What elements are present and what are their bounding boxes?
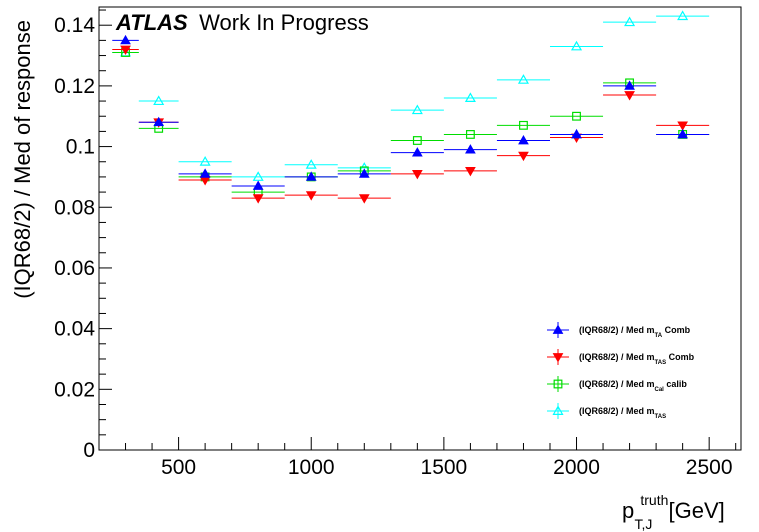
x-axis: 500 1000 1500 2000 2500 — [98, 437, 737, 479]
data-point — [677, 10, 689, 21]
data-point — [677, 128, 688, 139]
data-point — [252, 180, 264, 190]
legend-marker — [552, 353, 564, 363]
data-point — [411, 147, 423, 157]
data-point — [411, 104, 423, 115]
y-tick-label: 0.1 — [66, 136, 95, 159]
legend-label: (IQR68/2) / Med mTAS — [579, 406, 666, 420]
data-point — [305, 191, 317, 201]
y-tick-label: 0.02 — [54, 378, 95, 401]
x-axis-title-base: p — [622, 498, 634, 523]
atlas-label: ATLAS Work In Progress — [115, 10, 369, 35]
data-point — [465, 144, 476, 154]
y-axis-title: (IQR68/2) / Med of response — [10, 20, 35, 299]
data-point — [570, 40, 583, 51]
data-point — [358, 194, 370, 204]
y-axis: 0 0.02 0.04 0.06 0.08 0.1 0.12 0.14 — [54, 9, 112, 462]
legend-entry: (IQR68/2) / Med mCal calib — [547, 376, 687, 393]
data-point — [412, 136, 422, 145]
data-point — [153, 95, 165, 106]
data-point — [252, 194, 264, 204]
x-tick-label: 1000 — [288, 456, 335, 479]
data-point — [411, 170, 423, 180]
legend-marker — [552, 405, 564, 415]
data-point — [677, 121, 688, 131]
data-point — [624, 80, 635, 90]
atlas-label-bold: ATLAS — [115, 10, 188, 35]
data-point — [358, 168, 370, 178]
legend-marker — [553, 379, 563, 389]
data-point — [464, 92, 476, 103]
data-point — [624, 16, 636, 27]
x-tick-label: 2500 — [686, 456, 733, 479]
atlas-label-rest: Work In Progress — [199, 10, 369, 35]
data-point — [518, 134, 529, 145]
data-point — [624, 91, 635, 101]
legend-label: (IQR68/2) / Med mCal calib — [579, 379, 687, 393]
legend-marker — [552, 324, 564, 334]
x-axis-title-sub: T,J — [635, 516, 653, 532]
data-point — [517, 74, 529, 84]
data-point — [252, 171, 264, 181]
y-tick-label: 0.08 — [54, 196, 95, 219]
legend-entry: (IQR68/2) / Med mTAS Comb — [547, 349, 695, 366]
series-1 — [112, 45, 710, 204]
y-tick-label: 0.12 — [54, 75, 95, 98]
data-point — [465, 166, 476, 177]
data-point — [199, 156, 211, 166]
legend-entry: (IQR68/2) / Med mTA Comb — [547, 322, 691, 339]
data-point — [305, 159, 317, 169]
y-tick-label: 0 — [83, 439, 95, 462]
x-axis-title-unit: [GeV] — [669, 498, 725, 523]
plot-border — [98, 6, 742, 451]
data-point — [153, 116, 165, 127]
x-tick-label: 2000 — [553, 456, 600, 479]
legend-entry: (IQR68/2) / Med mTAS — [547, 403, 666, 420]
x-axis-title: p truth T,J [GeV] — [622, 485, 725, 532]
series-0 — [112, 34, 710, 190]
data-point — [120, 45, 131, 55]
x-axis-title-sup: truth — [640, 492, 668, 508]
legend-label: (IQR68/2) / Med mTAS Comb — [579, 352, 695, 366]
legend-label: (IQR68/2) / Med mTA Comb — [579, 325, 691, 339]
data-point — [572, 111, 581, 121]
data-point — [465, 130, 475, 139]
x-tick-label: 500 — [161, 456, 196, 479]
series-3 — [112, 10, 710, 181]
plot-frame — [98, 6, 742, 451]
data-point — [305, 171, 317, 181]
data-point — [519, 120, 528, 130]
y-tick-label: 0.14 — [54, 14, 95, 37]
data-point — [120, 34, 131, 45]
data-point — [518, 151, 529, 162]
data-point — [199, 168, 211, 178]
y-tick-label: 0.04 — [54, 318, 95, 341]
series-layer — [112, 10, 710, 204]
legend: (IQR68/2) / Med mTA Comb (IQR68/2) / Med … — [547, 322, 695, 420]
y-tick-label: 0.06 — [54, 257, 95, 280]
x-tick-label: 1500 — [421, 456, 468, 479]
data-point — [571, 128, 582, 139]
